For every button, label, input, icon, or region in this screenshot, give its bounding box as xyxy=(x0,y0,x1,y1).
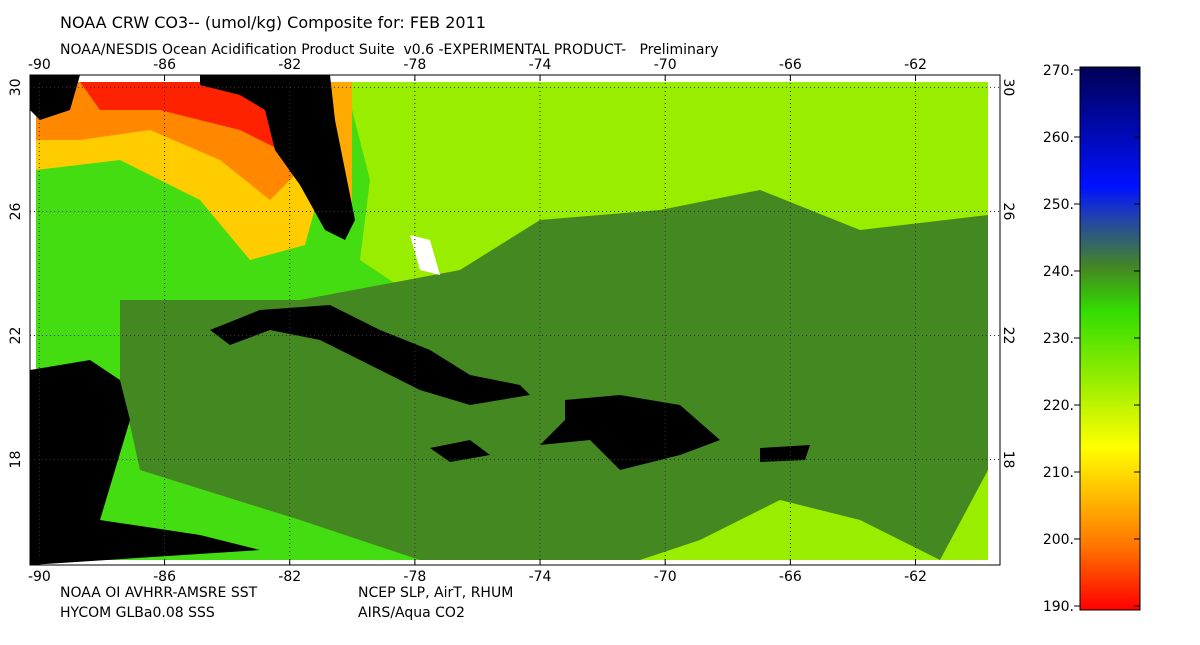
lon-tick-label: -66 xyxy=(779,569,802,585)
land-florida xyxy=(200,75,355,240)
lon-tick-label: -90 xyxy=(28,569,51,585)
land-jamaica xyxy=(430,440,490,462)
lat-tick-label: 26 xyxy=(1000,203,1016,221)
footer-source: NOAA OI AVHRR-AMSRE SST xyxy=(60,585,258,601)
title: NOAA CRW CO3-- (umol/kg) Composite for: … xyxy=(60,13,486,32)
land-puerto-rico xyxy=(760,445,810,462)
ocean-caribbean xyxy=(120,190,988,560)
colorbar-label: 250. xyxy=(1043,197,1074,213)
footer-source: AIRS/Aqua CO2 xyxy=(358,605,465,621)
colorbar-label: 200. xyxy=(1043,532,1074,548)
land-central-america xyxy=(30,360,260,565)
lat-tick-label: 18 xyxy=(1000,451,1016,469)
lon-tick-label: -66 xyxy=(779,57,802,73)
colorbar-label: 260. xyxy=(1043,130,1074,146)
lon-tick-label: -86 xyxy=(153,569,176,585)
lon-tick-label: -90 xyxy=(28,57,51,73)
lat-tick-label: 30 xyxy=(8,78,24,96)
colorbar-label: 210. xyxy=(1043,465,1074,481)
land-cuba xyxy=(210,305,530,405)
colorbar-label: 230. xyxy=(1043,331,1074,347)
lon-tick-label: -70 xyxy=(654,57,677,73)
lon-tick-label: -70 xyxy=(654,569,677,585)
colorbar xyxy=(1079,66,1141,611)
lon-tick-label: -78 xyxy=(403,57,426,73)
lon-tick-label: -74 xyxy=(529,569,552,585)
lon-tick-label: -82 xyxy=(278,57,301,73)
lon-tick-label: -62 xyxy=(904,57,927,73)
lat-tick-label: 18 xyxy=(8,451,24,469)
map-frame xyxy=(29,74,1001,566)
footer-source: HYCOM GLBa0.08 SSS xyxy=(60,605,215,621)
subtitle: NOAA/NESDIS Ocean Acidification Product … xyxy=(60,42,719,58)
lat-tick-label: 22 xyxy=(8,327,24,345)
colorbar-label: 240. xyxy=(1043,264,1074,280)
land-hispaniola xyxy=(540,395,720,470)
colorbar-label: 270. xyxy=(1043,63,1074,79)
colorbar-label: 220. xyxy=(1043,398,1074,414)
footer-source: NCEP SLP, AirT, RHUM xyxy=(358,585,513,601)
land-us-coast xyxy=(30,75,80,120)
lon-tick-label: -62 xyxy=(904,569,927,585)
lon-tick-label: -82 xyxy=(278,569,301,585)
lat-tick-label: 26 xyxy=(8,202,24,220)
map-image xyxy=(30,75,1000,565)
grid xyxy=(30,75,1000,565)
lon-tick-label: -78 xyxy=(403,569,426,585)
lon-tick-label: -86 xyxy=(153,57,176,73)
lat-tick-label: 22 xyxy=(1000,327,1016,345)
colorbar-label: 190. xyxy=(1043,599,1074,615)
lon-tick-label: -74 xyxy=(529,57,552,73)
land-bahamas xyxy=(410,235,440,275)
lat-tick-label: 30 xyxy=(1000,78,1016,96)
